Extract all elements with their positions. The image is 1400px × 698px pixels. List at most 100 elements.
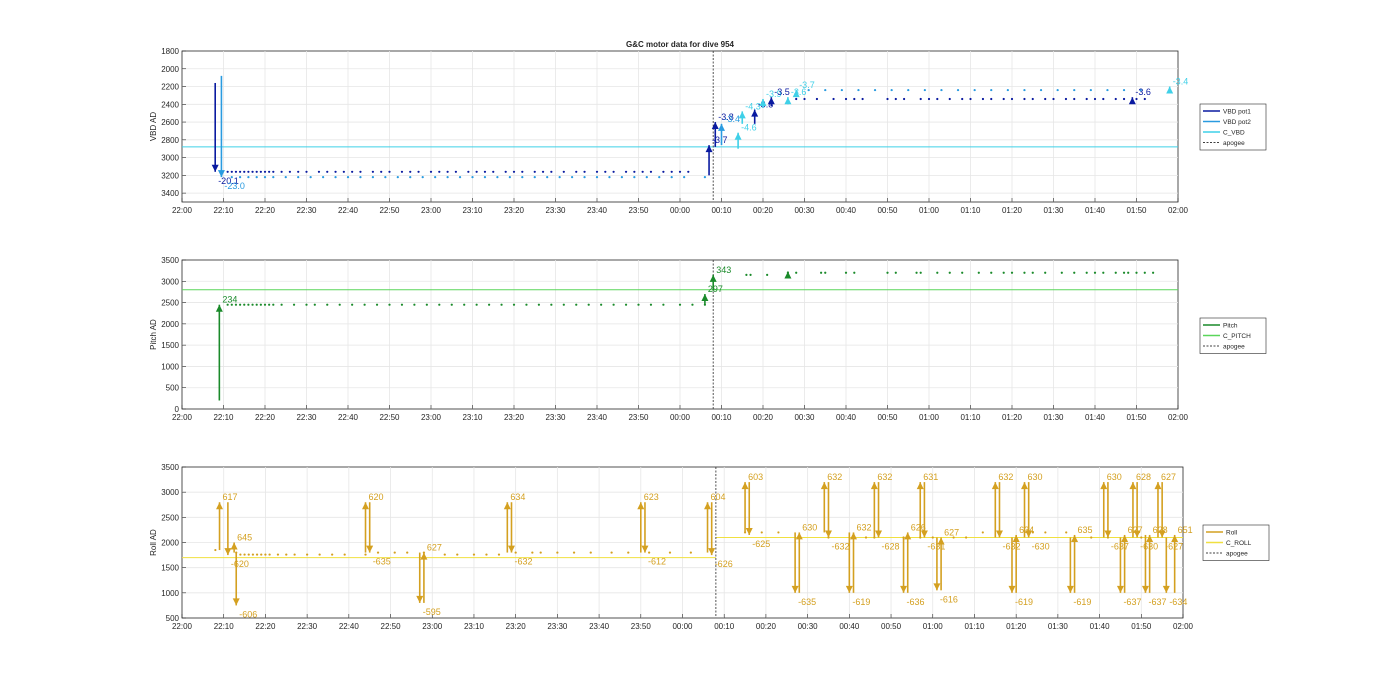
data-point — [483, 170, 487, 173]
data-point — [533, 176, 536, 179]
panel-3: 22:00 22:10 22:20 22:30 22:40 22:50 23:00 23:10… — [149, 463, 1270, 631]
data-point — [562, 170, 565, 173]
data-point — [384, 176, 387, 179]
x-tick-label: 23:40 — [587, 206, 608, 215]
data-point — [351, 303, 354, 306]
data-point — [297, 170, 300, 173]
data-point — [497, 553, 501, 556]
x-tick-label: 01:20 — [1002, 206, 1023, 215]
arrow-label: 627 — [427, 543, 442, 553]
data-point — [1152, 271, 1155, 274]
data-point — [1139, 88, 1142, 92]
x-tick-label: 23:50 — [631, 622, 652, 631]
arrow-label: 620 — [369, 492, 384, 502]
data-point — [815, 97, 819, 101]
y-tick-label: 2600 — [161, 118, 179, 127]
arrow-label: -632 — [831, 541, 849, 551]
x-tick-label: 23:30 — [545, 206, 566, 215]
data-point — [485, 553, 488, 556]
data-point — [689, 551, 692, 554]
data-point — [409, 176, 412, 179]
data-point — [471, 176, 474, 179]
arrow-head — [420, 552, 428, 560]
arrow-label: 343 — [716, 265, 731, 275]
data-point — [247, 553, 250, 556]
arrow-label: 603 — [748, 472, 763, 482]
arrow-head — [820, 482, 828, 490]
data-point — [624, 170, 628, 173]
arrow-head — [1154, 482, 1162, 490]
y-tick-label: 2200 — [161, 83, 179, 92]
data-point — [334, 176, 337, 179]
x-tick-label: 23:10 — [464, 622, 485, 631]
data-point — [572, 551, 576, 554]
data-point — [326, 303, 329, 306]
arrow-head — [1071, 534, 1079, 542]
x-tick-label: 23:50 — [628, 413, 649, 422]
arrow-label: -3.6 — [1135, 87, 1151, 97]
data-point — [558, 176, 561, 179]
legend-entry: C_VBD — [1223, 130, 1245, 137]
data-point — [641, 170, 644, 173]
data-point — [450, 303, 453, 306]
data-point — [940, 88, 943, 92]
arrow-head — [507, 545, 515, 553]
data-point — [1010, 97, 1014, 101]
arrow-label: 628 — [1153, 525, 1168, 535]
data-point — [400, 170, 404, 173]
data-point — [977, 271, 980, 274]
data-point — [268, 553, 271, 556]
data-point — [346, 176, 350, 179]
arrow-label: -20.1 — [218, 176, 239, 186]
arrow-head — [217, 170, 225, 178]
data-point — [1064, 97, 1068, 101]
y-tick-label: 3000 — [161, 154, 179, 163]
x-tick-label: 22:50 — [381, 622, 402, 631]
y-tick-label: 3000 — [161, 277, 179, 286]
arrow-head — [1025, 530, 1033, 538]
arrow-label: -3.4 — [1173, 77, 1189, 87]
arrow-head — [1021, 482, 1029, 490]
x-tick-label: 00:50 — [877, 206, 898, 215]
arrow-label: 623 — [644, 492, 659, 502]
data-point — [749, 273, 752, 276]
data-point — [268, 303, 271, 306]
arrow-label: -620 — [231, 559, 249, 569]
arrow-label: 627 — [944, 527, 959, 537]
data-point — [927, 97, 931, 101]
y-axis-label: Pitch AD — [149, 319, 158, 350]
data-point — [595, 176, 599, 179]
x-tick-label: 23:00 — [421, 206, 442, 215]
data-point — [541, 170, 545, 173]
arrow-label: -634 — [1169, 597, 1187, 607]
data-point — [483, 176, 487, 179]
arrow-head — [791, 585, 799, 593]
arrow-label: 630 — [802, 522, 817, 532]
data-point — [610, 551, 613, 554]
x-tick-label: 22:00 — [172, 622, 193, 631]
data-point — [313, 303, 316, 306]
data-point — [600, 303, 603, 306]
arrow-label: -632 — [514, 557, 532, 567]
data-point — [263, 303, 267, 306]
arrow-head — [1133, 530, 1141, 538]
data-point — [890, 88, 893, 92]
arrow-label: -23.0 — [224, 181, 245, 191]
data-point — [575, 303, 578, 306]
arrow-head — [701, 294, 709, 302]
arrow-label: 635 — [1078, 525, 1093, 535]
arrow-head — [1008, 585, 1016, 593]
arrow-label: -3.8 — [718, 112, 734, 122]
data-point — [272, 303, 275, 306]
data-point — [956, 88, 960, 92]
data-point — [456, 553, 459, 556]
data-point — [969, 97, 972, 101]
y-tick-label: 3200 — [161, 171, 179, 180]
data-point — [923, 88, 926, 92]
arrow-head — [1171, 534, 1179, 542]
data-point — [857, 88, 860, 92]
arrow-label: 630 — [1028, 472, 1043, 482]
data-point — [1023, 271, 1026, 274]
y-tick-label: 3500 — [161, 463, 179, 472]
data-point — [359, 170, 362, 173]
